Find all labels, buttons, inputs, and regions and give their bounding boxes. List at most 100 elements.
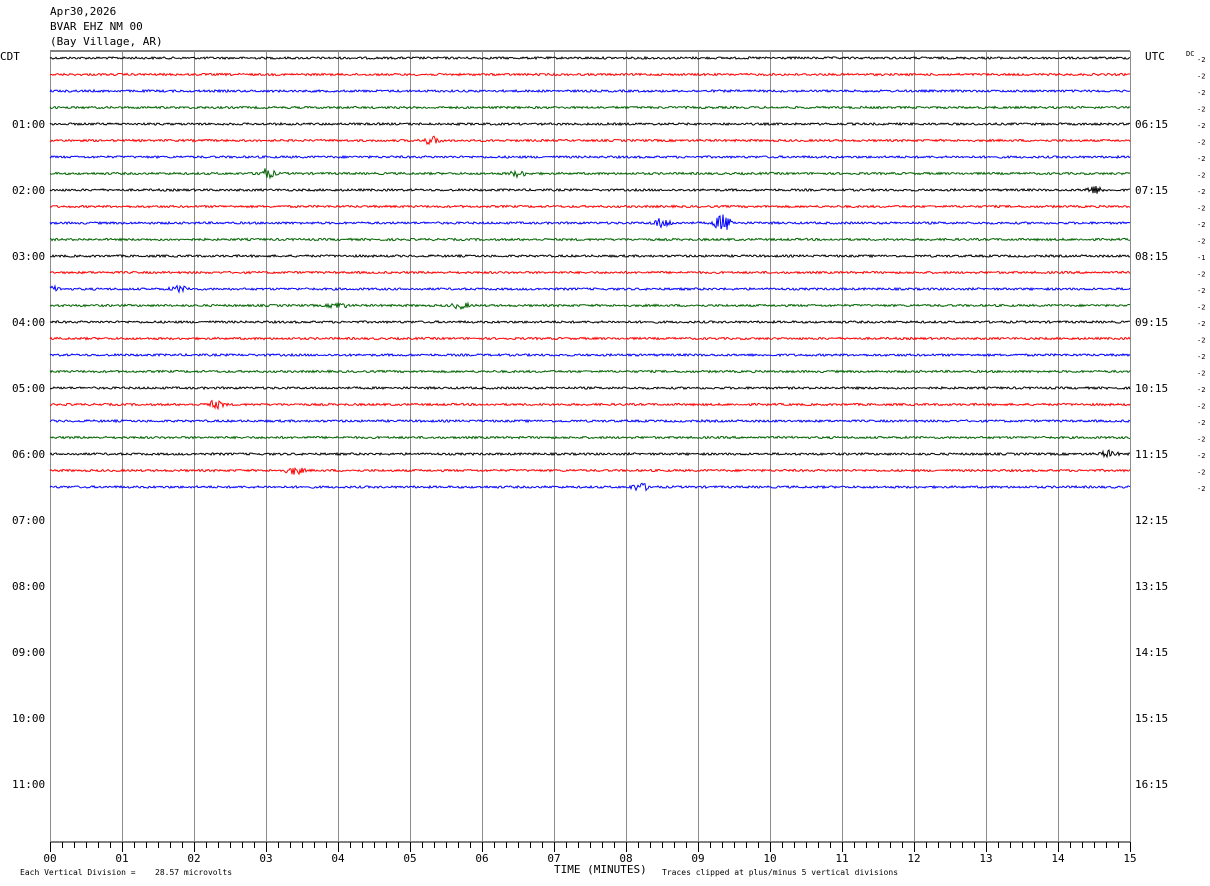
utc-hour-label: 13:15 [1135,580,1168,593]
header-station: BVAR EHZ NM 00 [50,20,143,33]
cdt-hour-label: 04:00 [12,316,45,329]
x-tick-label: 10 [763,852,776,865]
cdt-hour-label: 03:00 [12,250,45,263]
dc-offset-label: -2 [1197,304,1205,312]
seismic-trace [49,385,1131,391]
seismic-trace [49,214,1131,230]
dc-offset-label: -2 [1197,320,1205,328]
seismic-trace [49,418,1131,424]
seismic-trace [49,55,1131,61]
dc-offset-label: -2 [1197,188,1205,196]
dc-offset-label: -2 [1197,436,1205,444]
dc-offset-label: -2 [1197,205,1205,213]
utc-hour-label: 06:15 [1135,118,1168,131]
x-tick-label: 03 [259,852,272,865]
utc-hour-label: 14:15 [1135,646,1168,659]
utc-hour-label: 11:15 [1135,448,1168,461]
x-tick-label: 02 [187,852,200,865]
x-tick-label: 05 [403,852,416,865]
dc-offset-label: -2 [1197,73,1205,81]
cdt-hour-label: 01:00 [12,118,45,131]
utc-hour-label: 16:15 [1135,778,1168,791]
dc-offset-label: -2 [1197,337,1205,345]
trace-layer [49,55,1131,492]
dc-offset-label: -2 [1197,370,1205,378]
dc-offset-label: -2 [1197,155,1205,163]
cdt-hour-label: 05:00 [12,382,45,395]
label-layer: 01:00 02:00 03:00 04:00 05:00 06:00 07:00 08:00… [12,56,1205,791]
clip-note: Traces clipped at plus/minus 5 vertical … [662,868,898,877]
dc-offset-label: -2 [1197,106,1205,114]
dc-offset-label: -2 [1197,469,1205,477]
seismic-trace [49,270,1131,275]
utc-hour-label: 15:15 [1135,712,1168,725]
x-tick-label: 08 [619,852,632,865]
cdt-hour-label: 09:00 [12,646,45,659]
dc-offset-label: -2 [1197,419,1205,427]
dc-offset-label: -2 [1197,221,1205,229]
seismic-trace [49,88,1130,94]
cdt-hour-label: 11:00 [12,778,45,791]
dc-offset-label: -2 [1197,353,1205,361]
dc-offset-label: -2 [1197,122,1205,130]
seismic-trace [49,168,1131,180]
utc-hour-label: 09:15 [1135,316,1168,329]
dc-offset-label: -2 [1197,56,1205,64]
seismic-trace [49,369,1131,374]
seismic-trace [49,301,1131,311]
utc-hour-label: 08:15 [1135,250,1168,263]
seismic-trace [49,253,1131,259]
seismic-trace [49,352,1131,358]
seismic-trace [49,154,1131,160]
x-tick-label: 14 [1051,852,1065,865]
utc-hour-label: 10:15 [1135,382,1168,395]
dc-offset-label: -2 [1197,386,1205,394]
x-axis-ticks: 00 01 02 03 04 05 06 07 08 09 10 11 12 13 14 15 [43,842,1137,865]
dc-offset-label: -2 [1197,238,1205,246]
scale-label: Each Vertical Division = [20,868,136,877]
seismic-trace [49,449,1131,459]
seismic-trace [49,121,1131,127]
x-tick-label: 13 [979,852,992,865]
cdt-hour-label: 02:00 [12,184,45,197]
cdt-hour-label: 08:00 [12,580,45,593]
seismic-trace [49,237,1131,242]
dc-offset-label: -2 [1197,485,1205,493]
seismic-trace [49,105,1131,110]
seismic-trace [49,435,1131,440]
cdt-hour-label: 06:00 [12,448,45,461]
x-tick-label: 06 [475,852,488,865]
grid-layer [50,50,1131,843]
x-tick-label: 04 [331,852,345,865]
cdt-hour-label: 10:00 [12,712,45,725]
seismic-trace [49,482,1131,492]
dc-offset-label: -2 [1197,89,1205,97]
left-axis-label: CDT [0,50,20,63]
seismic-trace [49,467,1131,476]
header-location: (Bay Village, AR) [50,35,163,48]
seismic-trace [49,204,1131,209]
dc-offset-label: -2 [1197,172,1205,180]
seismic-trace [49,135,1131,146]
seismic-trace [49,284,1131,294]
right-axis-label: UTC [1145,50,1165,63]
dc-offset-label: -2 [1197,403,1205,411]
seismic-trace [49,72,1131,77]
utc-hour-label: 07:15 [1135,184,1168,197]
cdt-hour-label: 07:00 [12,514,45,527]
x-tick-label: 01 [115,852,128,865]
x-tick-label: 09 [691,852,704,865]
x-axis-label: TIME (MINUTES) [554,863,647,876]
header-date: Apr30,2026 [50,5,117,18]
x-tick-label: 00 [43,852,56,865]
x-tick-label: 07 [547,852,560,865]
seismic-trace [49,185,1130,194]
dc-offset-label: -2 [1197,139,1205,147]
dc-offset-label: -2 [1197,287,1205,295]
dc-offset-label: -2 [1197,271,1205,279]
utc-hour-label: 12:15 [1135,514,1168,527]
dc-label: DC [1186,50,1194,58]
x-tick-label: 15 [1123,852,1136,865]
x-tick-label: 11 [835,852,848,865]
